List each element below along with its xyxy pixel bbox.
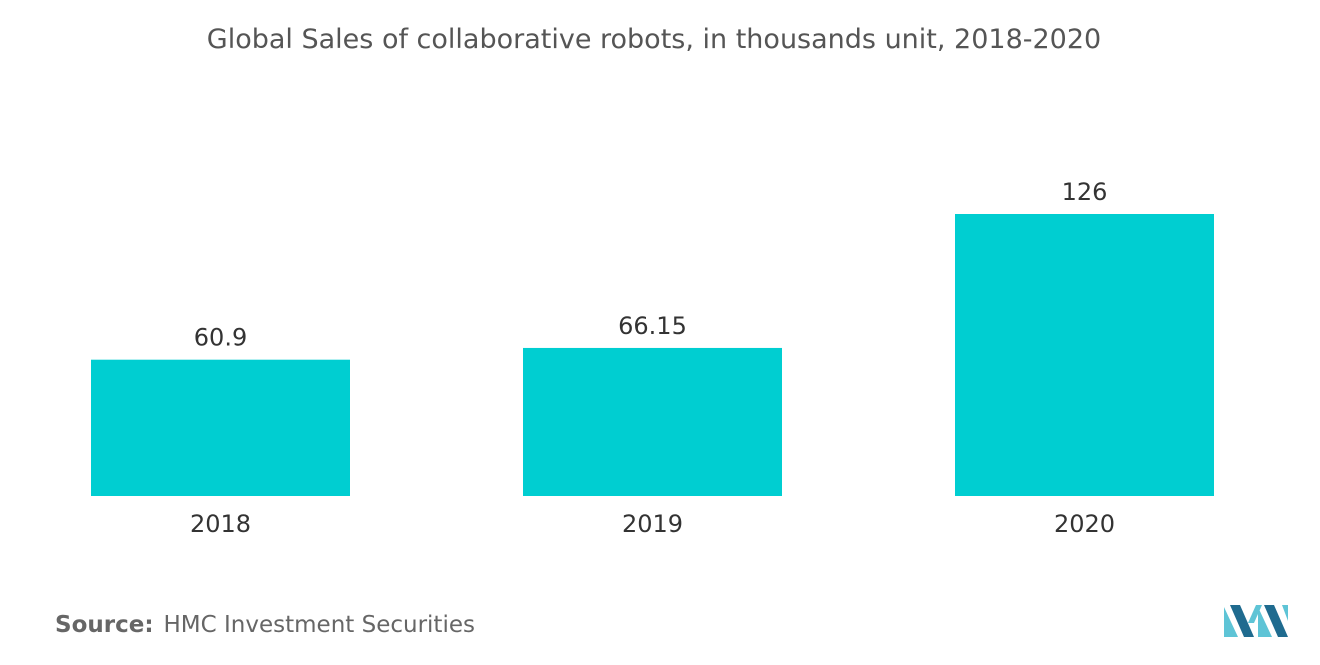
logo-shape-6 — [1282, 605, 1288, 621]
value-label-2018: 60.9 — [194, 324, 247, 352]
logo-shape-2 — [1230, 605, 1254, 637]
x-tick-label-2020: 2020 — [1054, 510, 1115, 538]
bar-2018 — [91, 359, 350, 496]
x-tick-label-2019: 2019 — [622, 510, 683, 538]
value-label-2019: 66.15 — [618, 312, 687, 340]
brand-logo-icon — [1224, 605, 1288, 637]
value-label-2020: 126 — [1062, 178, 1108, 206]
source-label: Source: — [55, 612, 154, 638]
bar-2019 — [523, 347, 782, 496]
logo-shape-1 — [1224, 607, 1238, 637]
x-tick-label-2018: 2018 — [190, 510, 251, 538]
bar-2020 — [955, 214, 1214, 496]
logo-shape-5 — [1264, 605, 1288, 637]
source-note: Source: HMC Investment Securities — [55, 612, 475, 638]
logo-shape-4 — [1258, 607, 1272, 637]
chart-title: Global Sales of collaborative robots, in… — [206, 24, 1102, 55]
source-text: HMC Investment Securities — [163, 612, 475, 638]
